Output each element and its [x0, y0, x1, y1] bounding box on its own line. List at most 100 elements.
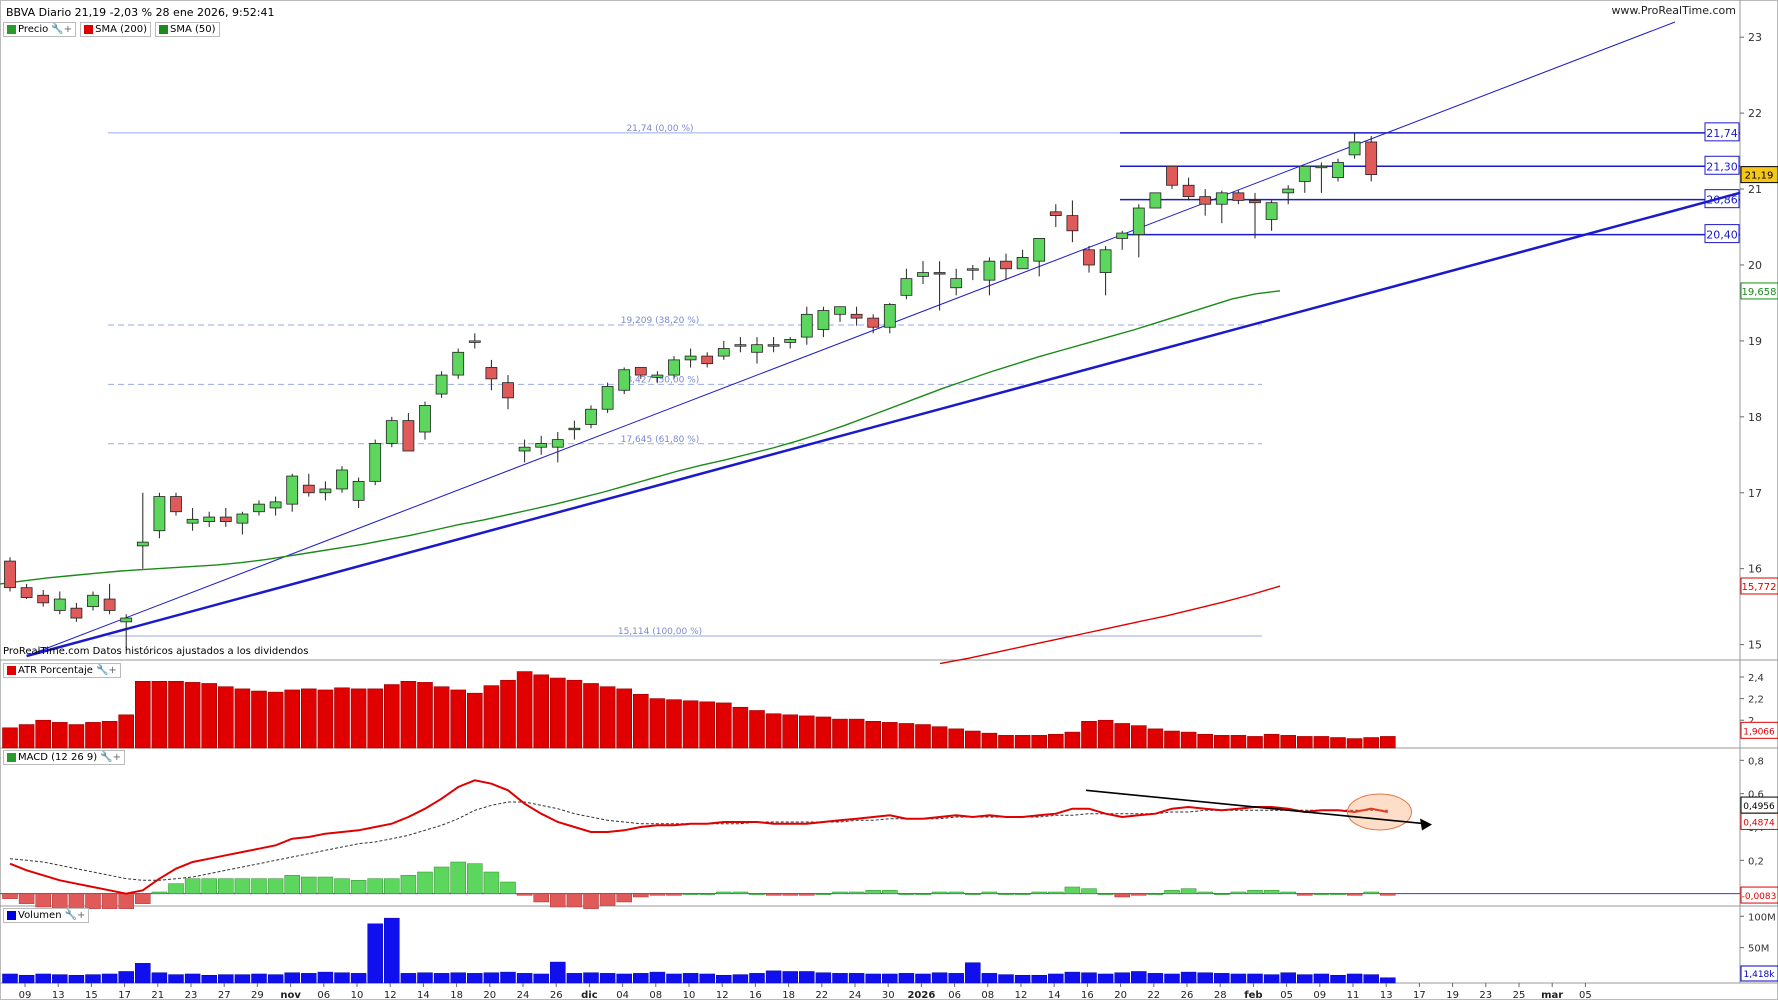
macd-histogram-bar [201, 878, 217, 894]
volume-bar [251, 973, 267, 984]
volume-bar [500, 971, 516, 984]
volume-pane: 50M 100M 1,418k [2, 912, 1778, 984]
macd-histogram-bar [334, 878, 350, 894]
atr-bar [2, 727, 18, 749]
brand-watermark[interactable]: www.ProRealTime.com [1611, 4, 1736, 17]
macd-histogram-bar [68, 893, 85, 909]
legend-sma50[interactable]: SMA (50) [155, 22, 220, 37]
candle-body [20, 587, 33, 598]
atr-bar [583, 683, 599, 749]
macd-signal-tag-label: 0,4956 [1743, 802, 1775, 812]
wrench-icon[interactable]: 🔧+ [100, 752, 121, 763]
macd-swatch [7, 753, 16, 762]
candle-body [1149, 192, 1162, 209]
x-tick-label: 17 [118, 990, 131, 1000]
candle-body [1215, 192, 1228, 205]
atr-legend: ATR Porcentaje 🔧+ [3, 663, 121, 678]
candle-body [502, 382, 514, 399]
candle [717, 340, 730, 360]
atr-bar [765, 713, 782, 749]
atr-bar [516, 671, 533, 749]
macd-histogram-bar [1131, 893, 1147, 896]
x-tick-label: 14 [417, 990, 430, 1000]
candle [1033, 237, 1046, 277]
legend-macd[interactable]: MACD (12 26 9) 🔧+ [3, 750, 125, 765]
macd-histogram-bar [1346, 893, 1363, 896]
candle [87, 591, 99, 611]
macd-histogram-bar [301, 876, 317, 894]
atr-bar [699, 701, 716, 749]
price-tick-label: 23 [1748, 31, 1762, 44]
legend-price[interactable]: Precio 🔧+ [3, 22, 77, 37]
price-tick-label: 15 [1748, 639, 1762, 652]
volume-bar [450, 972, 466, 984]
candle [950, 268, 963, 296]
volume-bar [1330, 974, 1346, 984]
volume-bar [799, 971, 815, 984]
macd-histogram-bar [566, 893, 583, 908]
atr-tick-label: 2,2 [1748, 695, 1764, 706]
macd-histogram-bar [350, 880, 367, 894]
volume-bar [583, 972, 599, 984]
volume-bar [1313, 973, 1330, 984]
trend-line-thin [26, 21, 1676, 657]
x-tick-label: 28 [1214, 990, 1227, 1000]
volume-bar [317, 971, 334, 984]
legend-atr[interactable]: ATR Porcentaje 🔧+ [3, 663, 121, 678]
candle [37, 589, 50, 607]
legend-sma200[interactable]: SMA (200) [80, 22, 152, 37]
candle [120, 614, 133, 649]
candle [419, 401, 431, 440]
x-tick-label: 13 [1380, 990, 1393, 1000]
x-tick-label: 22 [815, 990, 828, 1000]
volume-bar [550, 961, 566, 984]
wrench-icon[interactable]: 🔧+ [95, 665, 117, 676]
atr-bar [632, 693, 649, 749]
wrench-icon[interactable]: 🔧+ [51, 24, 73, 35]
volume-bar [417, 972, 433, 984]
candle [1348, 132, 1361, 159]
candle-body [269, 501, 282, 509]
candle [634, 367, 647, 379]
atr-bar [383, 684, 400, 749]
candle-body [369, 443, 382, 482]
candle-body [1348, 141, 1361, 156]
candle-body [1182, 184, 1195, 198]
candle-body [203, 516, 216, 523]
macd-histogram-bar [882, 890, 898, 894]
macd-histogram-bar [1363, 891, 1379, 894]
candle [236, 511, 249, 535]
candle-body [1199, 196, 1212, 205]
candle [618, 367, 631, 395]
atr-bar [1346, 738, 1363, 749]
x-tick-label: mar [1541, 990, 1563, 1000]
candle-body [1049, 211, 1062, 217]
candle [684, 348, 697, 368]
x-tick-label: 27 [218, 990, 231, 1000]
x-tick-label: feb [1244, 990, 1262, 1000]
macd-histogram-bar [1214, 893, 1230, 895]
candle-body [834, 306, 846, 315]
volume-bar [400, 973, 417, 984]
macd-histogram-bar [998, 893, 1014, 895]
atr-bar [1131, 725, 1147, 749]
volume-bar [1147, 973, 1164, 984]
volume-bar [882, 973, 898, 984]
atr-bar [1247, 736, 1263, 749]
candle [701, 352, 714, 368]
volume-bar [1346, 973, 1363, 984]
macd-histogram-bar [1263, 890, 1280, 894]
candle [1132, 204, 1145, 258]
candle-body [1083, 249, 1095, 266]
volume-bar [2, 973, 18, 984]
wrench-icon[interactable]: 🔧+ [64, 910, 86, 921]
candle [136, 492, 149, 569]
volume-bar [649, 971, 666, 984]
legend-volume[interactable]: Volumen 🔧+ [3, 908, 90, 923]
candle-body [4, 560, 16, 589]
candle [966, 264, 979, 281]
sma50-tag-label: 19,658 [1742, 287, 1777, 298]
volume-bar [865, 973, 881, 984]
